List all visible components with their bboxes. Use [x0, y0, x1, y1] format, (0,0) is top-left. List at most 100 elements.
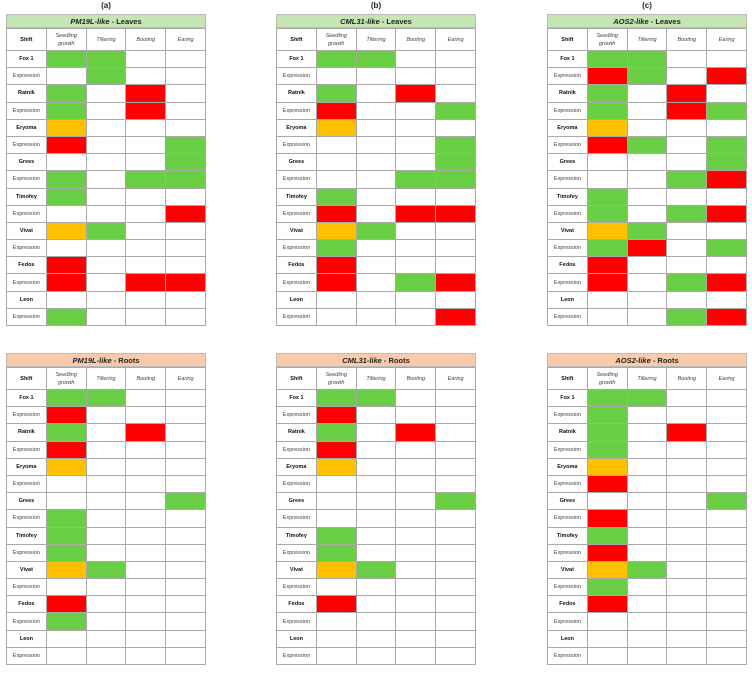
heat-cell: [666, 492, 708, 511]
table-row: Expression: [276, 273, 476, 292]
heat-cell: [706, 612, 747, 631]
table-row: Grees: [276, 492, 476, 511]
heat-cell: [45, 543, 87, 562]
heat-cell: [45, 440, 87, 459]
heat-cell: [666, 526, 708, 545]
heat-cell: [395, 388, 437, 408]
heat-cell: [435, 595, 476, 614]
row-label: Timofey: [547, 187, 588, 206]
table-row: Expression: [547, 170, 747, 189]
heat-cell: [706, 526, 747, 545]
heat-cell: [586, 187, 628, 206]
heat-cell: [435, 509, 476, 528]
row-label: Expression: [276, 307, 317, 327]
row-label: Timofey: [547, 526, 588, 545]
table-row: Expression: [276, 135, 476, 155]
heat-cell: [586, 153, 628, 172]
heat-cell: [395, 84, 437, 103]
heat-cell: [315, 49, 357, 69]
heat-cell: [355, 256, 397, 275]
heat-cell: [666, 388, 708, 408]
heat-cell: [125, 101, 167, 120]
heat-cell: [626, 118, 668, 137]
table-row: Timofey: [547, 526, 747, 545]
heat-cell: [626, 153, 668, 172]
heat-cell: [85, 526, 127, 545]
heat-cell: [666, 578, 708, 597]
heat-cell: [45, 84, 87, 103]
panel-table: AOS2-like - Leaves Shift Seedling growth Ti…: [547, 14, 747, 327]
heat-cell: [315, 204, 357, 223]
heat-cell: [586, 526, 628, 545]
heat-cell: [666, 153, 708, 172]
heat-cell: [355, 170, 397, 189]
heat-cell: [626, 290, 668, 309]
table-row: Expression: [276, 406, 476, 425]
heat-cell: [125, 423, 167, 442]
column-header: Earing: [165, 28, 206, 51]
heat-cell: [45, 239, 87, 258]
heat-cell: [706, 153, 747, 172]
table-row: Expression: [276, 543, 476, 562]
heat-cell: [85, 153, 127, 172]
row-label: Expression: [6, 543, 47, 562]
heat-cell: [85, 307, 127, 327]
heat-cell: [435, 135, 476, 155]
heat-cell: [165, 543, 206, 562]
heat-cell: [586, 170, 628, 189]
row-label: Fedos: [6, 595, 47, 614]
row-label: Expression: [6, 612, 47, 631]
column-header: Tillering: [626, 367, 668, 390]
heat-cell: [355, 67, 397, 86]
heat-cell: [706, 187, 747, 206]
row-label: Expression: [6, 67, 47, 86]
heat-cell: [315, 256, 357, 275]
heat-cell: [45, 578, 87, 597]
column-header: Tillering: [355, 367, 397, 390]
heat-cell: [626, 49, 668, 69]
gene-name: PM19L-like: [70, 17, 110, 26]
heat-cell: [45, 135, 87, 155]
heat-cell: [315, 221, 357, 241]
heat-cell: [626, 595, 668, 614]
table-row: Expression: [6, 170, 206, 189]
column-header: Shift: [276, 367, 317, 390]
heat-cell: [45, 256, 87, 275]
heat-cell: [395, 273, 437, 292]
heat-cell: [706, 595, 747, 614]
gene-name: AOS2-like: [613, 17, 649, 26]
row-label: Leon: [6, 629, 47, 648]
row-label: Fox 1: [276, 49, 317, 69]
heat-cell: [626, 84, 668, 103]
heat-cell: [355, 492, 397, 511]
table-row: Fox 1: [276, 49, 476, 69]
heat-cell: [45, 629, 87, 648]
column-header: Shift: [6, 28, 47, 51]
row-label: Expression: [6, 646, 47, 666]
table-row: Fedos: [6, 256, 206, 275]
row-label: Expression: [276, 101, 317, 120]
table-row: Expression: [547, 406, 747, 425]
row-label: Expression: [547, 612, 588, 631]
row-label: Expression: [276, 474, 317, 494]
row-label: Fedos: [547, 595, 588, 614]
heat-cell: [706, 560, 747, 580]
heat-cell: [165, 646, 206, 666]
heat-cell: [45, 101, 87, 120]
table-row: Fox 1: [276, 388, 476, 408]
heat-cell: [626, 67, 668, 86]
table-row: Expression: [276, 204, 476, 223]
heat-cell: [435, 388, 476, 408]
row-label: Expression: [276, 578, 317, 597]
table-row: Ratnik: [6, 423, 206, 442]
heat-cell: [165, 612, 206, 631]
gene-name: CML31-like: [340, 17, 380, 26]
heat-cell: [165, 239, 206, 258]
column-header: Shift: [547, 367, 588, 390]
panel-table: AOS2-like - Roots Shift Seedling growth Til…: [547, 353, 747, 666]
heat-cell: [85, 290, 127, 309]
header-row: Shift Seedling growth Tillering Booting Eari…: [547, 28, 747, 51]
heat-cell: [125, 135, 167, 155]
tissue-name: - Leaves: [648, 17, 681, 26]
heat-cell: [706, 204, 747, 223]
